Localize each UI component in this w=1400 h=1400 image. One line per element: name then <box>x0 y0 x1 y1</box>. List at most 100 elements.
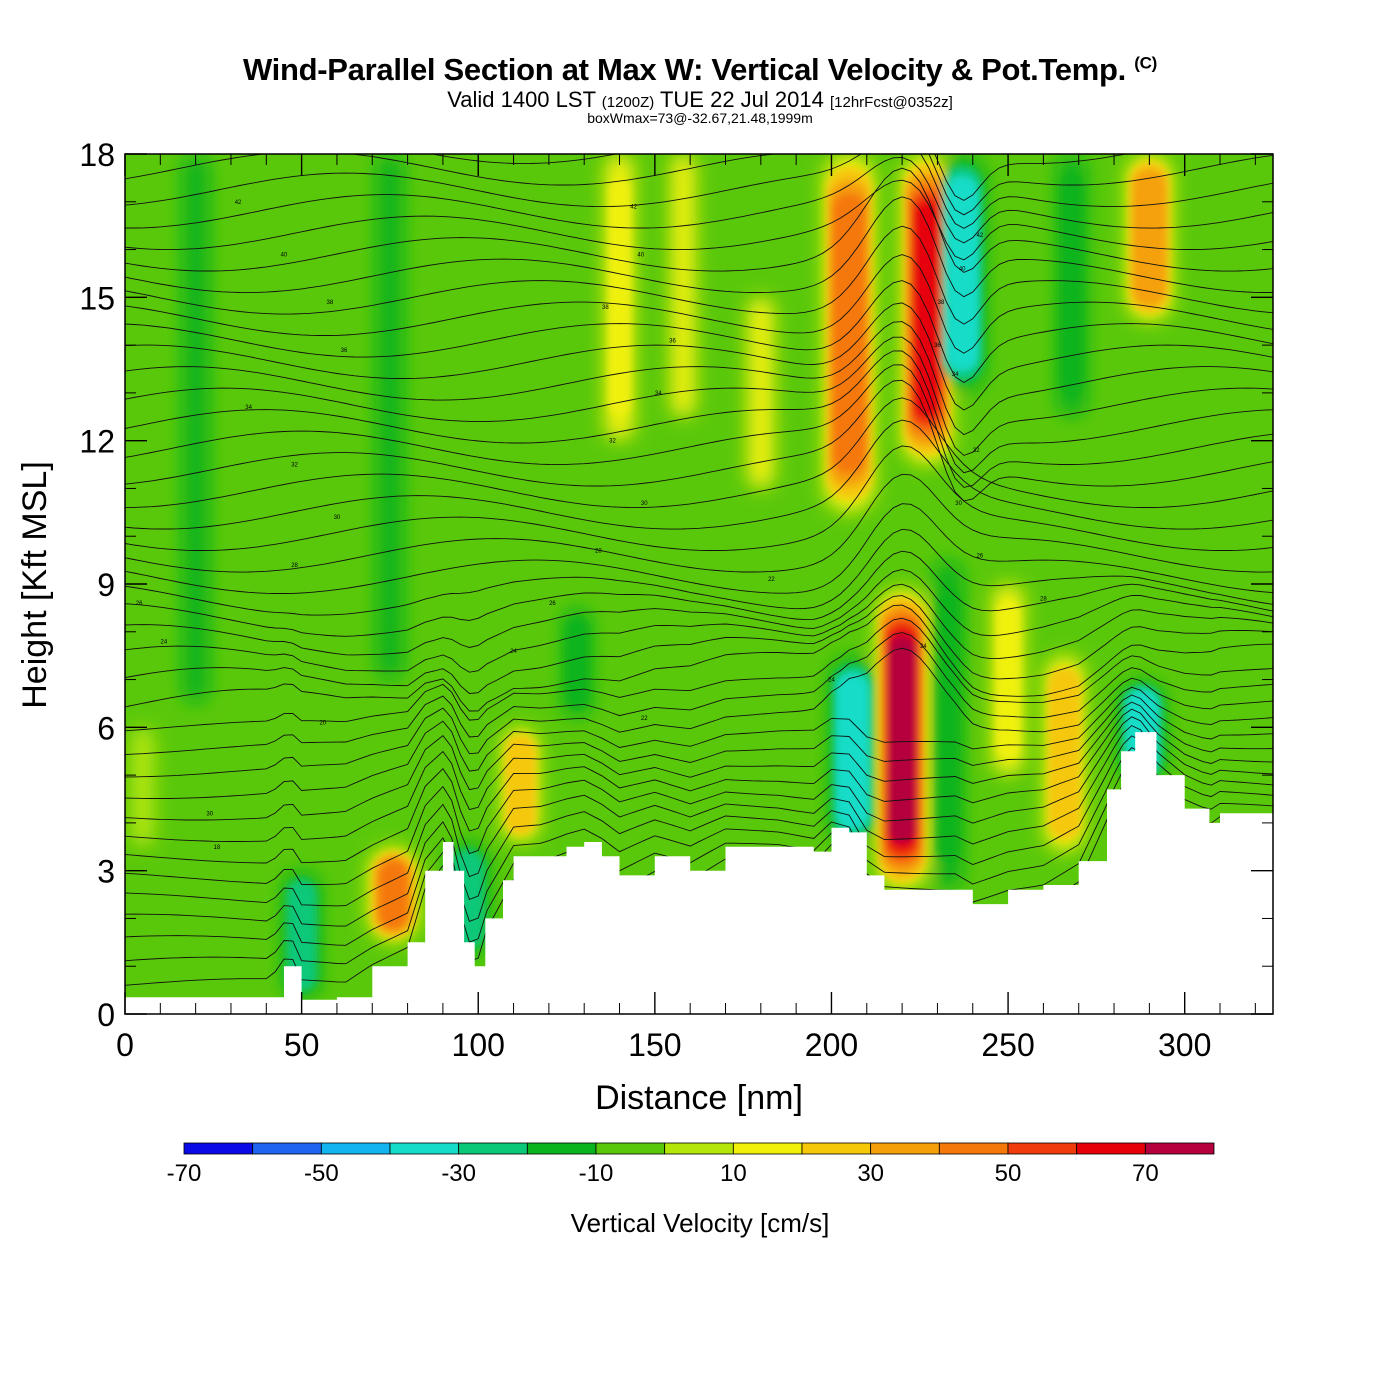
theta-contour-line <box>125 747 1273 946</box>
x-tick-label: 0 <box>116 1027 134 1063</box>
velocity-cell <box>376 154 404 680</box>
contour-label: 26 <box>976 553 983 559</box>
theta-contour-line <box>125 167 1273 273</box>
contour-label: 34 <box>952 372 959 378</box>
colorbar-label: -10 <box>579 1160 614 1187</box>
theta-contour-line <box>125 350 1273 474</box>
contour-label: 32 <box>609 439 616 445</box>
contour-label: 28 <box>291 563 298 569</box>
contour-label: 30 <box>206 811 213 817</box>
colorbar-label: 70 <box>1132 1160 1159 1187</box>
theta-contour-line <box>125 759 1273 965</box>
theta-contour-line <box>125 179 1273 261</box>
velocity-cell <box>182 154 209 704</box>
theta-contour-line <box>125 280 1273 384</box>
theta-contour-line <box>125 419 1273 530</box>
velocity-cell <box>131 727 155 847</box>
contour-label: 32 <box>973 448 980 454</box>
terrain-mask <box>125 732 1273 1014</box>
colorbar-label: 10 <box>720 1160 747 1187</box>
theta-contour-line <box>125 156 1273 244</box>
theta-contour-line <box>125 708 1273 864</box>
colorbar-swatch <box>1007 1142 1078 1155</box>
contour-label: 24 <box>510 649 517 655</box>
contour-label: 40 <box>959 267 966 273</box>
theta-contour-line <box>125 686 1273 799</box>
theta-contour-line <box>125 154 1273 229</box>
chart-subtitle: Valid 1400 LST (1200Z) TUE 22 Jul 2014 [… <box>447 87 953 112</box>
contour-label: 36 <box>341 348 348 354</box>
velocity-cell <box>834 205 864 461</box>
theta-contour-line <box>125 725 1273 907</box>
contour-label: 24 <box>161 639 168 645</box>
velocity-cell <box>996 601 1020 758</box>
theta-contour-line <box>125 254 1273 354</box>
theta-contour-line <box>125 647 1273 778</box>
contour-label: 40 <box>281 252 288 258</box>
velocity-cell <box>1135 176 1164 299</box>
contour-label: 42 <box>235 200 242 206</box>
colorbar-swatch <box>664 1142 734 1155</box>
colorbar-swatch <box>595 1142 666 1155</box>
theta-contour-line <box>125 701 1273 842</box>
y-tick-label: 12 <box>79 424 115 460</box>
theta-contour-line <box>125 225 1273 325</box>
velocity-cell <box>937 589 959 861</box>
velocity-cell <box>670 154 696 417</box>
colorbar-label: -70 <box>167 1160 202 1187</box>
contour-label: 22 <box>641 716 648 722</box>
contour-label: 30 <box>641 501 648 507</box>
theta-contour-line <box>125 617 1273 732</box>
theta-contours <box>125 154 1273 986</box>
contour-label: 20 <box>319 721 326 727</box>
contour-labels: 42 40 38 36 34 32 30 28 26 24 20 30 18 42 40 38 36 34 32 30… <box>136 200 1048 851</box>
y-axis-title: Height [Kft MSL] <box>16 461 54 709</box>
theta-contour-line <box>125 321 1273 436</box>
colorbar-swatch <box>1076 1142 1146 1155</box>
theta-contour-line <box>125 379 1273 502</box>
theta-contour-line <box>125 397 1273 509</box>
contour-label: 26 <box>549 601 556 607</box>
theta-contour-line <box>125 694 1273 821</box>
y-tick-label: 15 <box>79 280 115 316</box>
x-axis-title: Distance [nm] <box>595 1079 803 1117</box>
x-tick-label: 300 <box>1158 1027 1211 1063</box>
contour-label: 28 <box>1040 596 1047 602</box>
y-tick-label: 18 <box>79 137 115 173</box>
theta-contour-line <box>125 196 1273 298</box>
colorbar-swatch <box>801 1142 872 1155</box>
velocity-cell <box>608 179 631 415</box>
theta-contour-line <box>125 364 1273 488</box>
contour-label: 40 <box>637 252 644 258</box>
x-tick-label: 250 <box>981 1027 1034 1063</box>
contour-label: 28 <box>595 549 602 555</box>
velocity-cell <box>1061 177 1083 394</box>
velocity-cell <box>888 635 916 844</box>
colorbar-swatch <box>252 1142 322 1155</box>
contour-label: 30 <box>955 501 962 507</box>
theta-contour-line <box>125 604 1273 712</box>
colorbar-swatch <box>458 1142 528 1155</box>
y-tick-label: 6 <box>97 710 115 746</box>
theta-contour-line <box>125 445 1273 551</box>
velocity-cell <box>948 186 976 361</box>
contour-label: 26 <box>136 601 143 607</box>
chart-title: Wind-Parallel Section at Max W: Vertical… <box>243 52 1157 87</box>
contour-label: 32 <box>291 463 298 469</box>
colorbar-swatch <box>389 1142 460 1155</box>
theta-contour-line <box>125 632 1273 755</box>
colorbar-label: 50 <box>995 1160 1022 1187</box>
theta-contour-line <box>125 735 1273 927</box>
box-info: boxWmax=73@-32.67,21.48,1999m <box>587 110 813 126</box>
velocity-cell <box>838 681 867 821</box>
contour-label: 34 <box>245 405 252 411</box>
theta-contour-line <box>125 336 1273 456</box>
y-tick-label: 0 <box>97 997 115 1033</box>
colorbar-swatch <box>938 1142 1009 1155</box>
contour-label: 36 <box>934 343 941 349</box>
contour-label: 38 <box>938 300 945 306</box>
contour-label: 30 <box>334 515 341 521</box>
colorbar-swatch <box>320 1142 391 1155</box>
contour-label: 42 <box>630 205 637 211</box>
theta-contour-line <box>125 503 1273 594</box>
